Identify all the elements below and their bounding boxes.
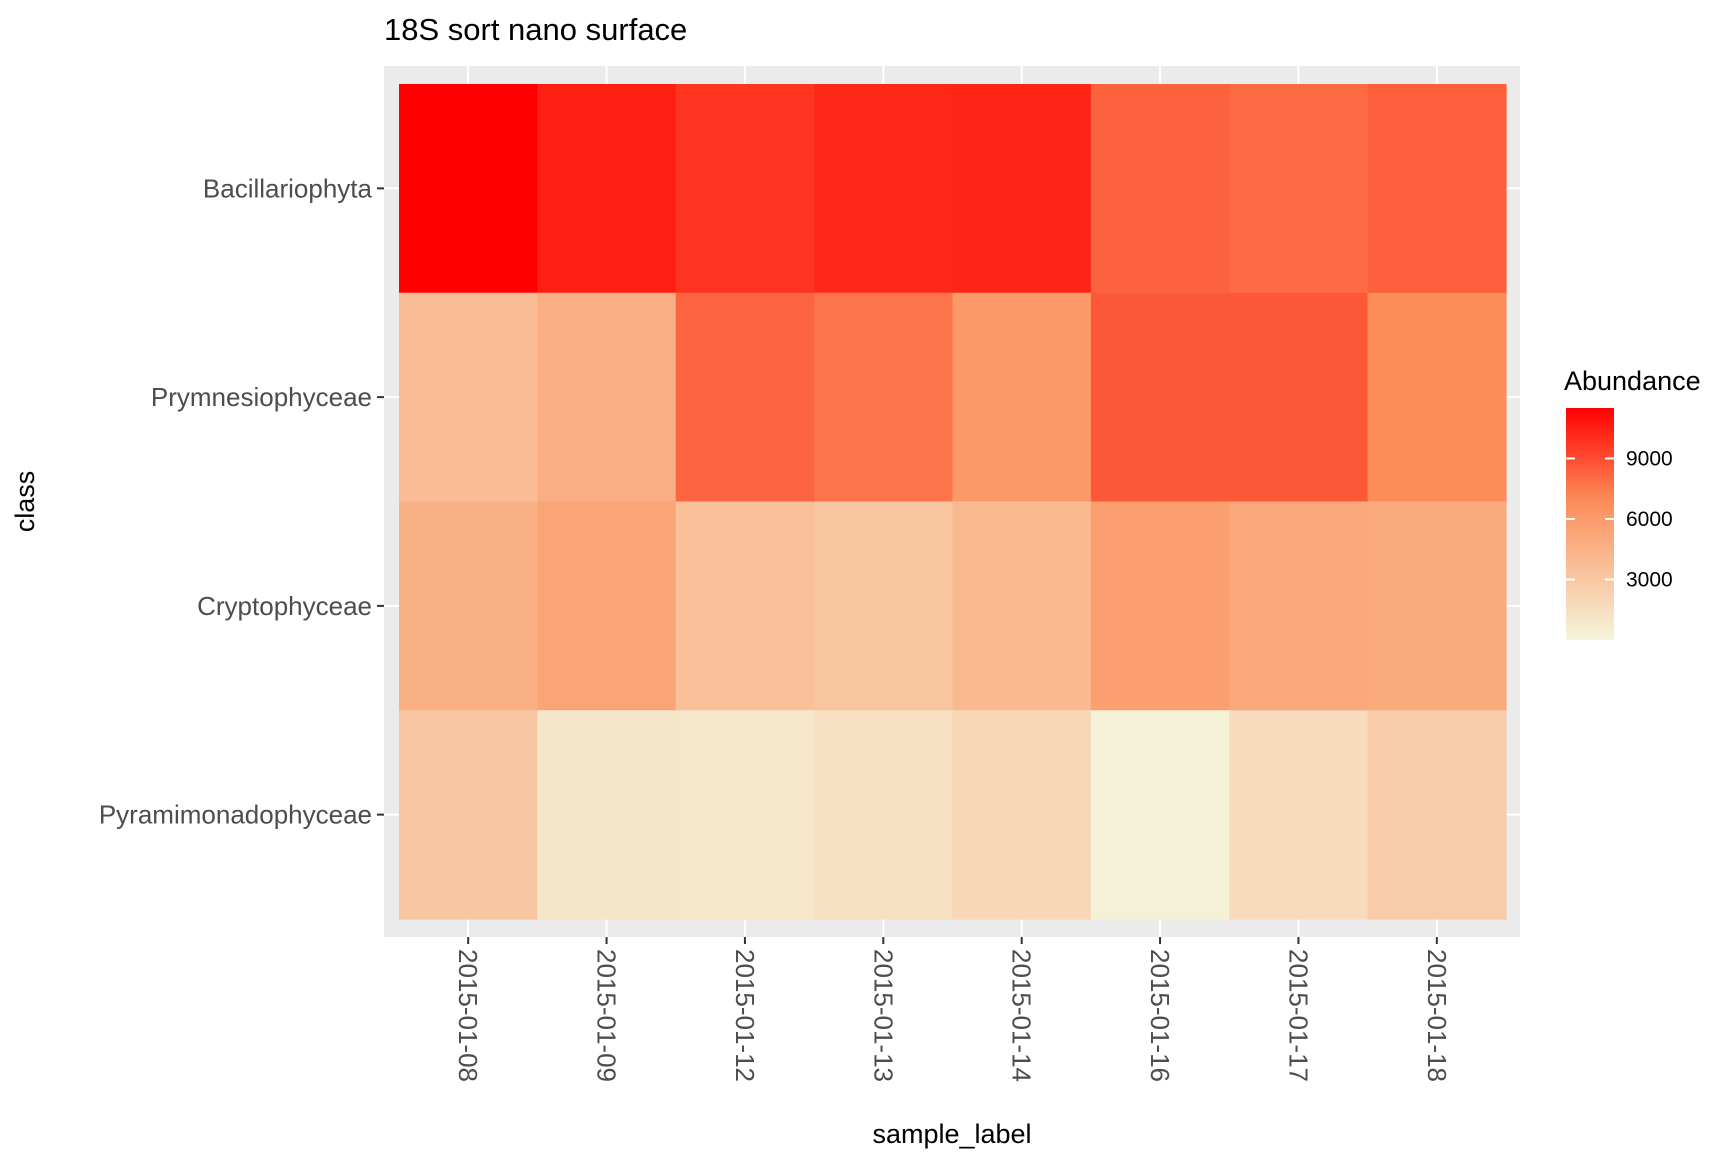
y-axis-ticks: Bacillariophyta Prymnesiophyceae Cryptophy… [99,173,384,830]
heatmap-cell [1090,501,1230,711]
heatmap-cells [399,84,1507,920]
heatmap-cell [952,292,1092,503]
x-tick-label: 2015-01-18 [1422,949,1452,1082]
x-tick-label: 2015-01-08 [453,949,483,1082]
heatmap-cell [399,292,538,503]
legend-title: Abundance [1564,366,1701,396]
heatmap-cell [1367,710,1507,920]
colorbar-ticks: 3000 6000 9000 [1566,447,1673,591]
y-tick-label: Pyramimonadophyceae [99,800,372,830]
heatmap-cell [814,292,954,503]
heatmap-cell [537,710,677,920]
heatmap-cell [675,501,815,711]
colorbar [1566,408,1614,640]
heatmap-cell [537,501,677,711]
heatmap-cell [399,501,538,711]
x-tick-label: 2015-01-16 [1145,949,1175,1082]
heatmap-cell [1367,84,1507,294]
colorbar-tick-label: 3000 [1626,568,1673,591]
heatmap-cell [952,710,1092,920]
heatmap-cell [1229,84,1369,294]
heatmap-cell [675,710,815,920]
heatmap-cell [1367,501,1507,711]
heatmap-cell [1367,292,1507,503]
heatmap-cell [399,710,538,920]
heatmap-cell [1229,710,1369,920]
heatmap-cell [952,84,1092,294]
chart-title: 18S sort nano surface [384,12,687,47]
x-tick-label: 2015-01-12 [730,949,760,1082]
colorbar-legend: Abundance 3000 6000 9000 [1564,366,1701,640]
y-tick-label: Bacillariophyta [203,173,373,203]
x-tick-label: 2015-01-14 [1007,949,1037,1082]
heatmap-cell [399,84,538,294]
y-tick-label: Prymnesiophyceae [151,382,372,412]
heatmap-cell [1229,501,1369,711]
heatmap-cell [675,84,815,294]
heatmap-cell [1229,292,1369,503]
y-axis-title: class [10,471,40,533]
heatmap-cell [537,292,677,503]
x-axis-ticks: 2015-01-08 2015-01-09 2015-01-12 2015-01-13… [453,937,1452,1082]
x-tick-label: 2015-01-17 [1283,949,1313,1082]
heatmap-cell [814,501,954,711]
heatmap-cell [675,292,815,503]
colorbar-tick-label: 6000 [1626,508,1673,531]
heatmap-cell [1090,292,1230,503]
heatmap-cell [1090,710,1230,920]
heatmap-cell [814,710,954,920]
heatmap-cell [814,84,954,294]
heatmap-cell [1090,84,1230,294]
x-tick-label: 2015-01-09 [592,949,622,1082]
heatmap-cell [952,501,1092,711]
colorbar-tick-label: 9000 [1626,447,1673,470]
x-axis-title: sample_label [872,1119,1031,1149]
heatmap-cell [537,84,677,294]
y-tick-label: Cryptophyceae [197,591,372,621]
x-tick-label: 2015-01-13 [868,949,898,1082]
